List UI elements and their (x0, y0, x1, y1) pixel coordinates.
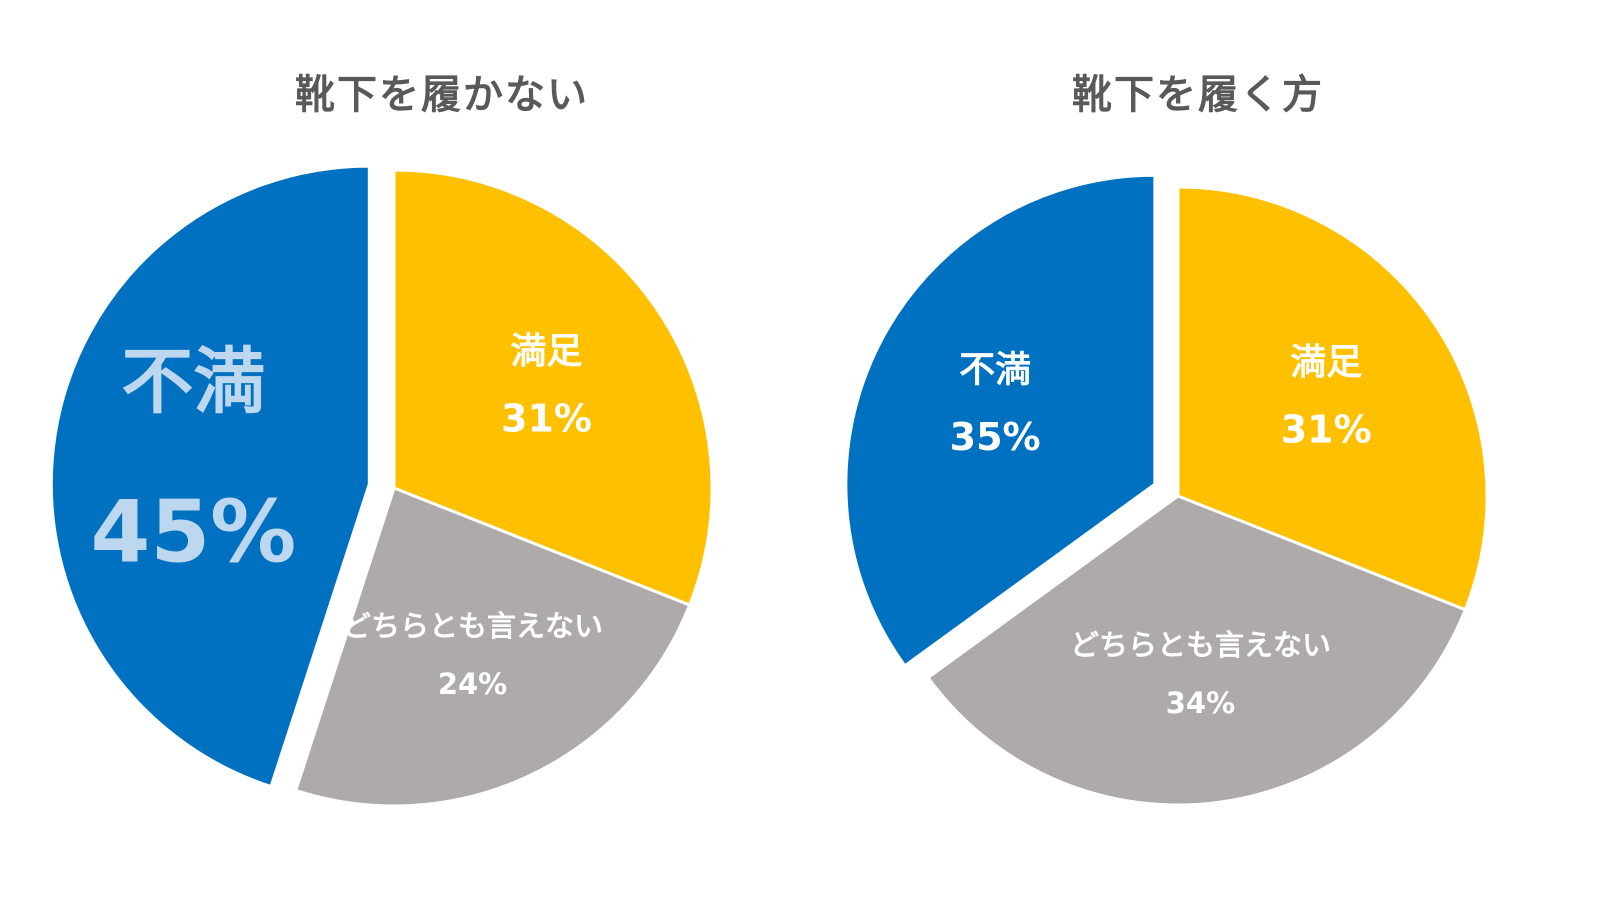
pie-1-slice-1-name: どちらとも言えない (1070, 628, 1331, 662)
pie-1-slice-2-value: 35% (950, 415, 1041, 459)
pie-0-slice-2-name: 不満 (121, 339, 265, 423)
pie-0-slice-1 (293, 486, 692, 808)
pie-1-slice-0 (1176, 185, 1489, 612)
chart-title-left: 靴下を履かない (295, 72, 589, 118)
pie-1-slice-0-name: 満足 (1290, 342, 1362, 383)
pie-0-slice-0-name: 満足 (511, 331, 583, 372)
pie-0-slice-1-value: 24% (438, 667, 507, 701)
pie-1-slice-2-name: 不満 (959, 349, 1031, 390)
pie-0-slice-1-name: どちらとも言えない (342, 609, 603, 643)
chart-title-right: 靴下を履く方 (1072, 72, 1324, 118)
pie-0-slice-2-value: 45% (90, 482, 296, 582)
pie-0-slice-2 (49, 164, 371, 789)
pie-1-slice-2 (844, 173, 1157, 668)
pie-1-slice-1-value: 34% (1166, 686, 1235, 720)
pie-1-slice-1 (925, 494, 1468, 807)
pie-1-slice-0-value: 31% (1281, 408, 1372, 452)
pie-0-slice-0 (392, 168, 714, 608)
pie-0-slice-0-value: 31% (501, 397, 592, 441)
